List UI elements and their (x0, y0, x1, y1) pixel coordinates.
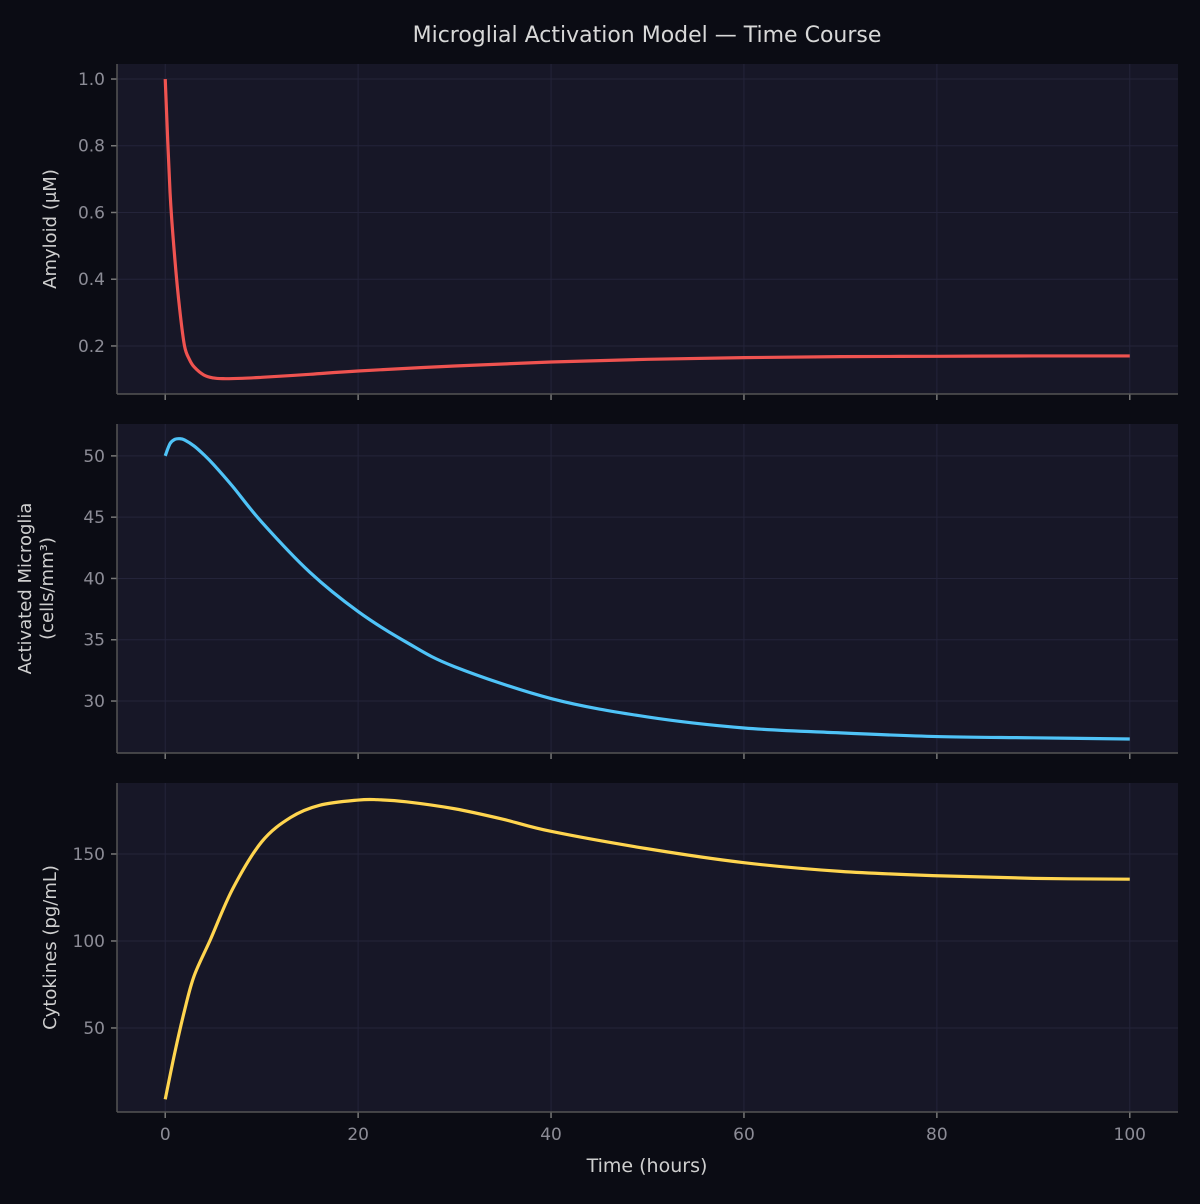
x-tick-label: 40 (540, 1125, 562, 1145)
plot-area (117, 783, 1178, 1112)
y-tick-label: 40 (83, 569, 105, 589)
chart-title: Microglial Activation Model — Time Cours… (413, 23, 882, 48)
plot-area (117, 64, 1178, 394)
series-line (163, 437, 1130, 741)
y-tick-label: 1.0 (78, 70, 105, 90)
y-tick-label: 35 (83, 631, 105, 651)
x-axis-label: Time (hours) (586, 1155, 708, 1177)
y-axis-label: (cells/mm³) (37, 537, 58, 640)
subplot-1: 0.2 0.4 0.6 0.8 1.0 Amyloid (μM) (40, 64, 1178, 400)
x-tick-label: 60 (733, 1125, 755, 1145)
y-tick-label: 0.6 (78, 203, 105, 223)
x-tick-label: 20 (347, 1125, 369, 1145)
y-tick-label: 45 (83, 508, 105, 528)
subplot-2: 30 35 40 45 50 Activated Microglia (cells/mm³) (15, 424, 1178, 759)
x-tick-label: 0 (160, 1125, 171, 1145)
y-tick-label: 0.8 (78, 137, 105, 157)
x-tick-label: 80 (926, 1125, 948, 1145)
y-tick-label: 50 (83, 447, 105, 467)
y-tick-label: 0.2 (78, 337, 105, 357)
series-line (163, 797, 1130, 1100)
y-tick-label: 50 (83, 1019, 105, 1039)
y-axis-label: Amyloid (μM) (40, 169, 61, 289)
y-tick-label: 0.4 (78, 270, 105, 290)
y-tick-label: 150 (73, 845, 105, 865)
plot-area (117, 424, 1178, 753)
x-tick-label: 100 (1114, 1125, 1146, 1145)
y-tick-label: 100 (73, 932, 105, 952)
subplot-3: 50 100 150 0 20 40 60 80 100 Cytokines (pg/mL) (40, 783, 1178, 1145)
y-axis-label: Activated Microglia (15, 503, 36, 675)
y-tick-label: 30 (83, 692, 105, 712)
y-axis-label: Cytokines (pg/mL) (40, 865, 61, 1030)
series-line (163, 78, 1130, 381)
